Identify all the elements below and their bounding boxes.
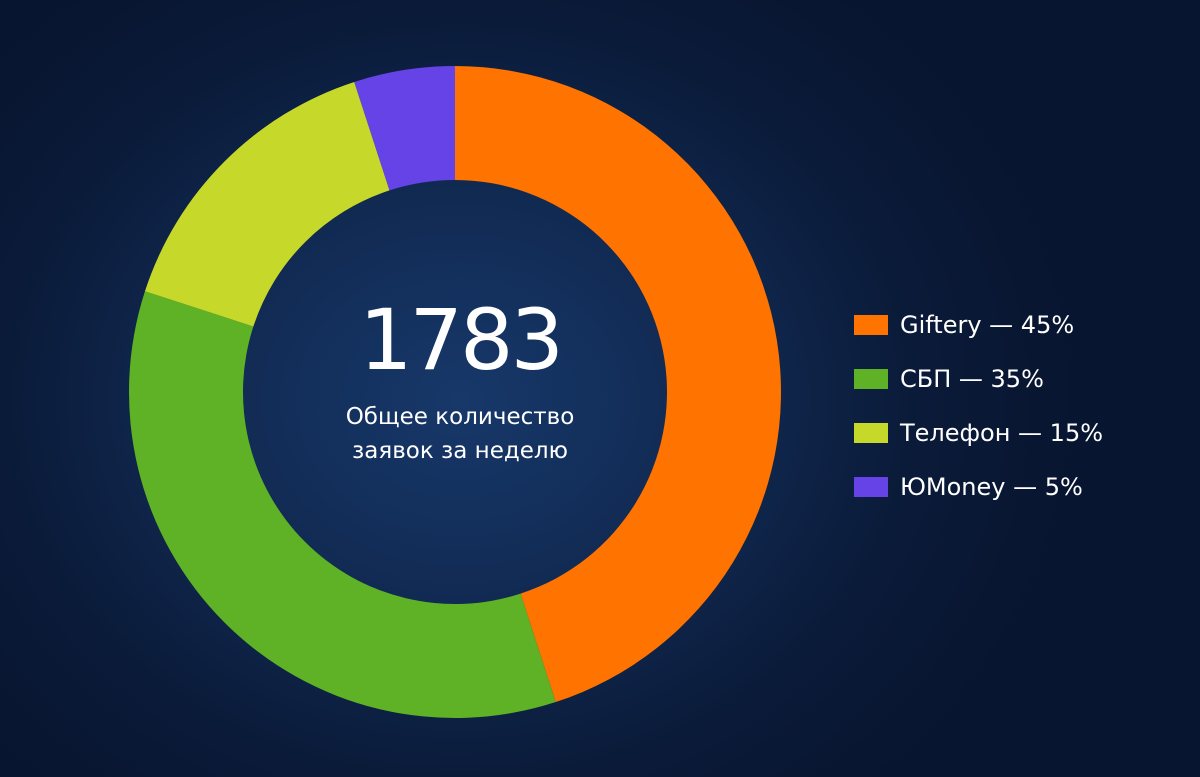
- slice-телефон: [144, 81, 390, 327]
- total-count: 1783: [359, 291, 564, 389]
- caption-line-2: заявок за неделю: [352, 438, 568, 464]
- legend-swatch: [854, 423, 888, 443]
- legend: Giftery — 45% СБП — 35% Телефон — 15% ЮM…: [854, 298, 1184, 514]
- legend-label: Телефон — 15%: [900, 419, 1104, 447]
- donut-slices: [128, 66, 781, 718]
- legend-swatch: [854, 477, 888, 497]
- slice-юmoney: [354, 66, 455, 191]
- legend-item-giftery: Giftery — 45%: [854, 298, 1184, 352]
- legend-item-yumoney: ЮMoney — 5%: [854, 460, 1184, 514]
- legend-item-phone: Телефон — 15%: [854, 406, 1184, 460]
- legend-swatch: [854, 369, 888, 389]
- slice-сбп: [128, 291, 556, 718]
- legend-label: Giftery — 45%: [900, 311, 1075, 339]
- total-caption: Общее количество заявок за неделю: [280, 400, 640, 468]
- legend-item-sbp: СБП — 35%: [854, 352, 1184, 406]
- caption-line-1: Общее количество: [345, 404, 575, 430]
- legend-label: ЮMoney — 5%: [900, 473, 1083, 501]
- legend-label: СБП — 35%: [900, 365, 1044, 393]
- legend-swatch: [854, 315, 888, 335]
- slice-giftery: [455, 66, 781, 703]
